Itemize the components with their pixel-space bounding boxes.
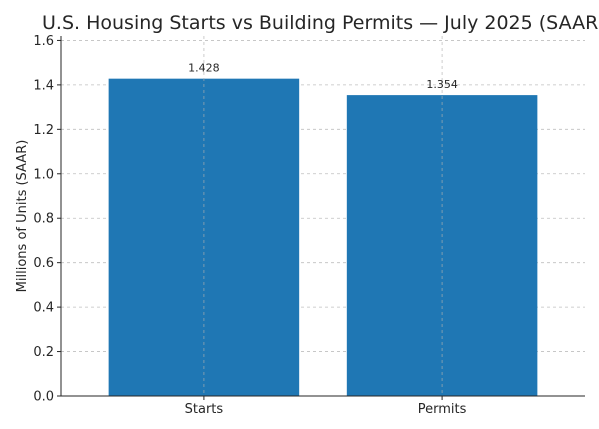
bars <box>108 78 538 397</box>
y-axis-label: Millions of Units (SAAR) <box>15 140 30 293</box>
x-tick-label: Starts <box>185 402 224 417</box>
y-tick-label: 0.6 <box>33 256 54 271</box>
vertical-grid <box>203 36 443 396</box>
data-label: 1.354 <box>426 78 458 91</box>
data-labels: 1.428 1.354 <box>188 62 458 91</box>
y-tick-label: 0.8 <box>33 212 54 227</box>
y-tick-label: 0.2 <box>33 345 54 360</box>
y-tick-label: 0.0 <box>33 390 54 405</box>
y-ticks: 0.0 0.2 0.4 0.6 0.8 1.0 1.2 1.4 1.6 <box>33 34 61 405</box>
y-tick-label: 1.4 <box>33 78 54 93</box>
chart-title: U.S. Housing Starts vs Building Permits … <box>42 12 599 34</box>
data-label: 1.428 <box>188 62 220 75</box>
x-ticks: Starts Permits <box>185 396 467 417</box>
x-tick-label: Permits <box>418 402 467 417</box>
y-tick-label: 0.4 <box>33 301 54 316</box>
axes <box>60 36 585 397</box>
y-tick-label: 1.0 <box>33 167 54 182</box>
y-tick-label: 1.2 <box>33 123 54 138</box>
y-tick-label: 1.6 <box>33 34 54 49</box>
